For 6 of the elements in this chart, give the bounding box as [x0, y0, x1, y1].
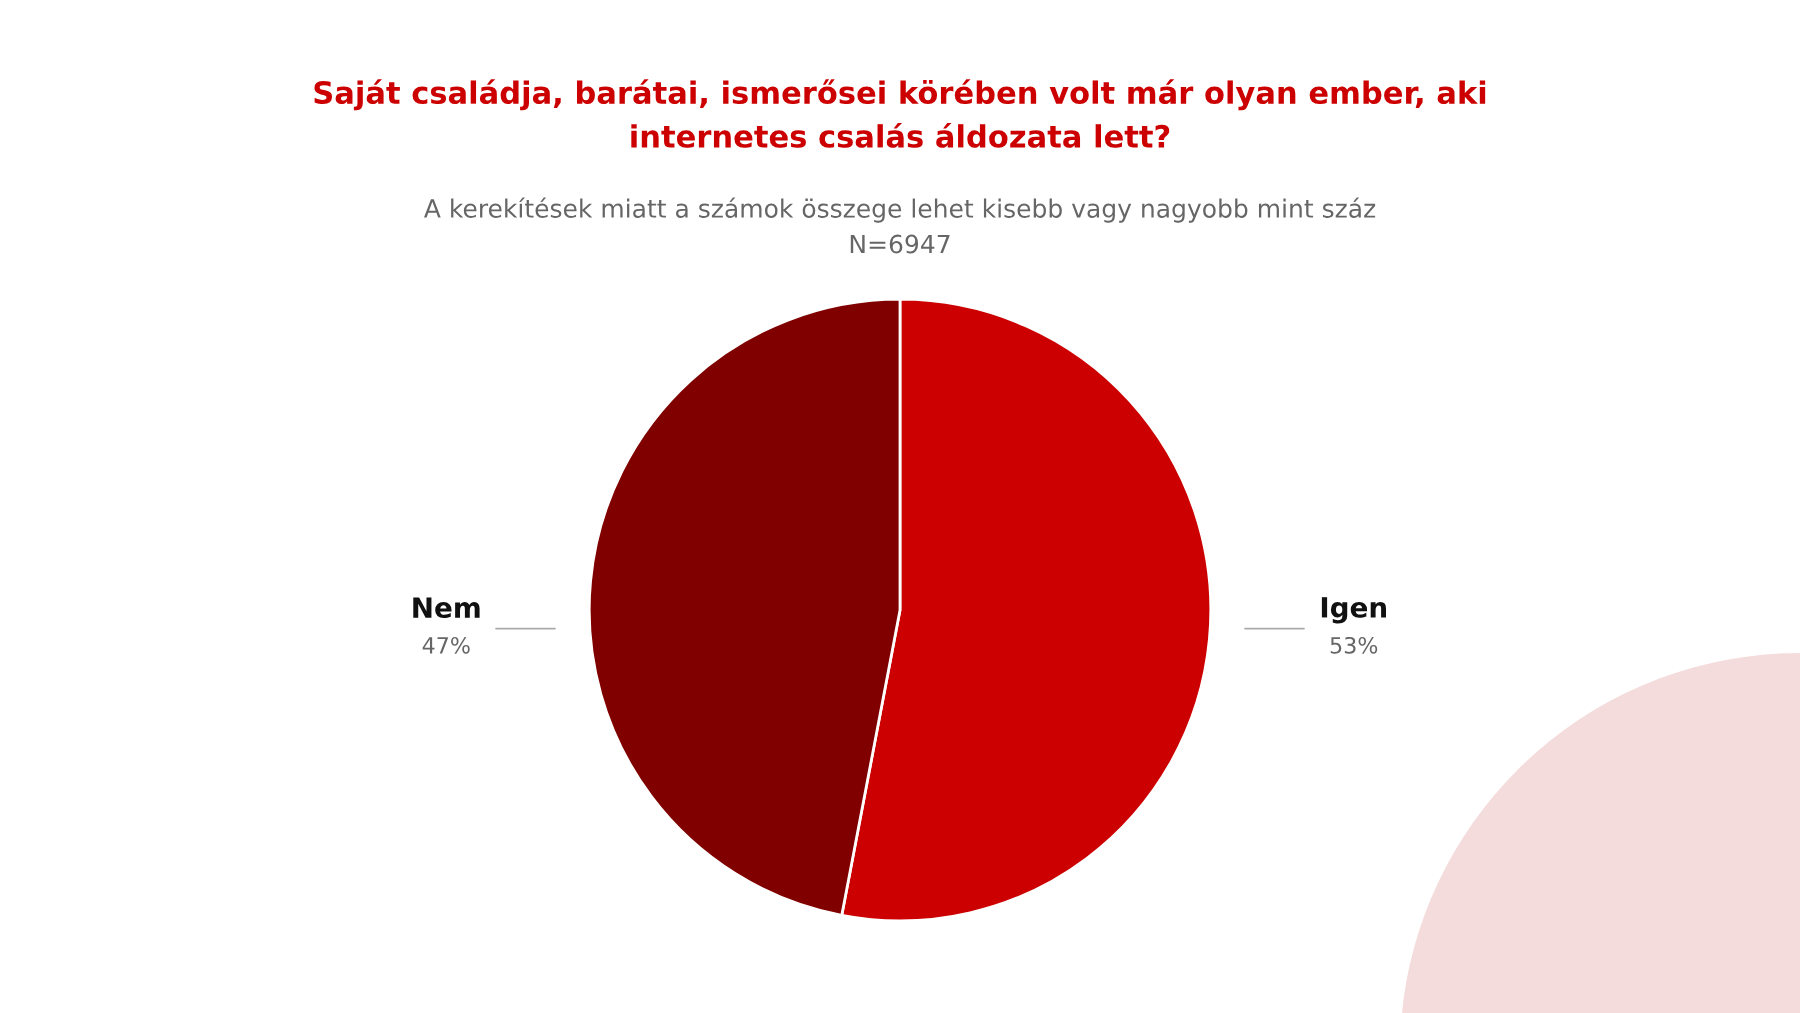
data-label: 47% — [422, 636, 470, 654]
slice-label: Igen — [1321, 597, 1386, 624]
chart-subtitle: A kerekítések miatt a számok összege lehet kisebb vagy nagyobb mint száz N=6947 — [424, 197, 1376, 254]
data-label: 53% — [1330, 636, 1378, 654]
slice-label: Nem — [413, 597, 480, 619]
chart-title: Saját családja, barátai, ismerősei körében volt már olyan ember, aki internetes csalás áldozata lett? — [314, 79, 1486, 148]
